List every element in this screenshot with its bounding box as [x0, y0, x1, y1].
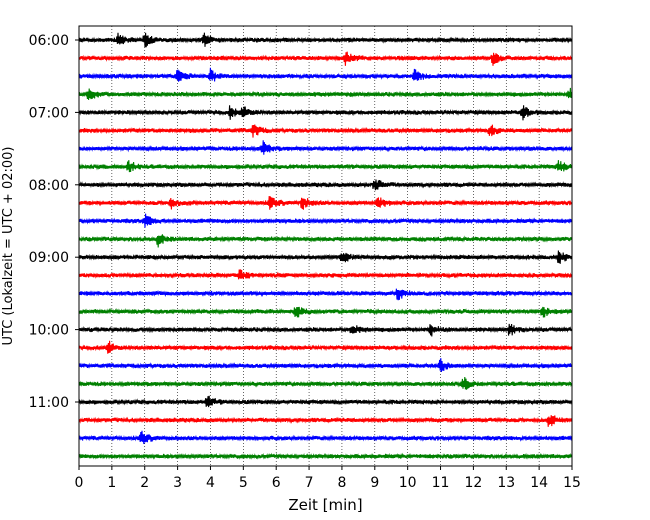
seismic-trace	[78, 376, 573, 390]
seismic-trace	[78, 323, 573, 337]
seismic-trace	[78, 32, 573, 48]
x-tick-label: 7	[305, 475, 314, 491]
y-tick-label: 06:00	[29, 33, 69, 49]
x-tick-label: 8	[337, 475, 346, 491]
seismic-trace	[78, 195, 573, 210]
x-tick-label: 10	[399, 475, 417, 491]
vertical-grid	[111, 26, 540, 466]
x-tick-label: 5	[239, 475, 248, 491]
seismic-trace	[78, 105, 573, 121]
y-axis-label: UTC (Lokalzeit = UTC + 02:00)	[1, 147, 16, 346]
seismic-trace	[78, 358, 573, 373]
plot-frame	[78, 25, 573, 467]
y-tick-label: 08:00	[29, 178, 69, 194]
y-tick-label: 11:00	[29, 395, 69, 411]
seismic-trace	[78, 340, 573, 354]
y-tick-label: 07:00	[29, 105, 69, 121]
seismic-trace	[78, 179, 573, 191]
x-tick-label: 4	[206, 475, 215, 491]
x-tick-label: 3	[173, 475, 182, 491]
seismic-trace	[78, 51, 573, 66]
seismic-trace	[78, 415, 573, 427]
y-axis-ticks: 06:00 07:00 08:00 09:00 10:00 11:00	[29, 33, 79, 411]
seismic-trace	[78, 452, 573, 460]
seismic-trace	[78, 250, 573, 264]
seismic-trace	[78, 269, 573, 280]
x-tick-label: 1	[107, 475, 116, 491]
x-tick-label: 6	[272, 475, 281, 491]
x-axis-ticks: 0 1 2 3 4 5 6 7 8 9 10 11 12 13 14 15	[75, 466, 581, 491]
seismic-trace	[78, 288, 573, 301]
seismic-trace	[78, 160, 573, 173]
x-tick-label: 15	[563, 475, 581, 491]
y-tick-label: 10:00	[29, 323, 69, 339]
x-tick-label: 14	[530, 475, 548, 491]
x-tick-label: 13	[497, 475, 515, 491]
seismic-trace	[78, 67, 573, 82]
seismic-trace	[78, 306, 573, 318]
x-tick-label: 11	[432, 475, 450, 491]
x-tick-label: 9	[370, 475, 379, 491]
seismic-trace	[78, 87, 573, 100]
seismic-trace	[78, 395, 573, 408]
seismic-trace	[78, 213, 573, 228]
x-tick-label: 0	[75, 475, 84, 491]
trace-group	[78, 32, 573, 460]
seismic-trace	[78, 124, 573, 138]
x-tick-label: 12	[464, 475, 482, 491]
y-tick-label: 09:00	[29, 250, 69, 266]
x-tick-label: 2	[140, 475, 149, 491]
seismic-trace	[78, 140, 573, 155]
x-axis-label: Zeit [min]	[288, 496, 362, 514]
seismic-trace	[78, 430, 573, 445]
seismic-trace	[78, 234, 573, 248]
